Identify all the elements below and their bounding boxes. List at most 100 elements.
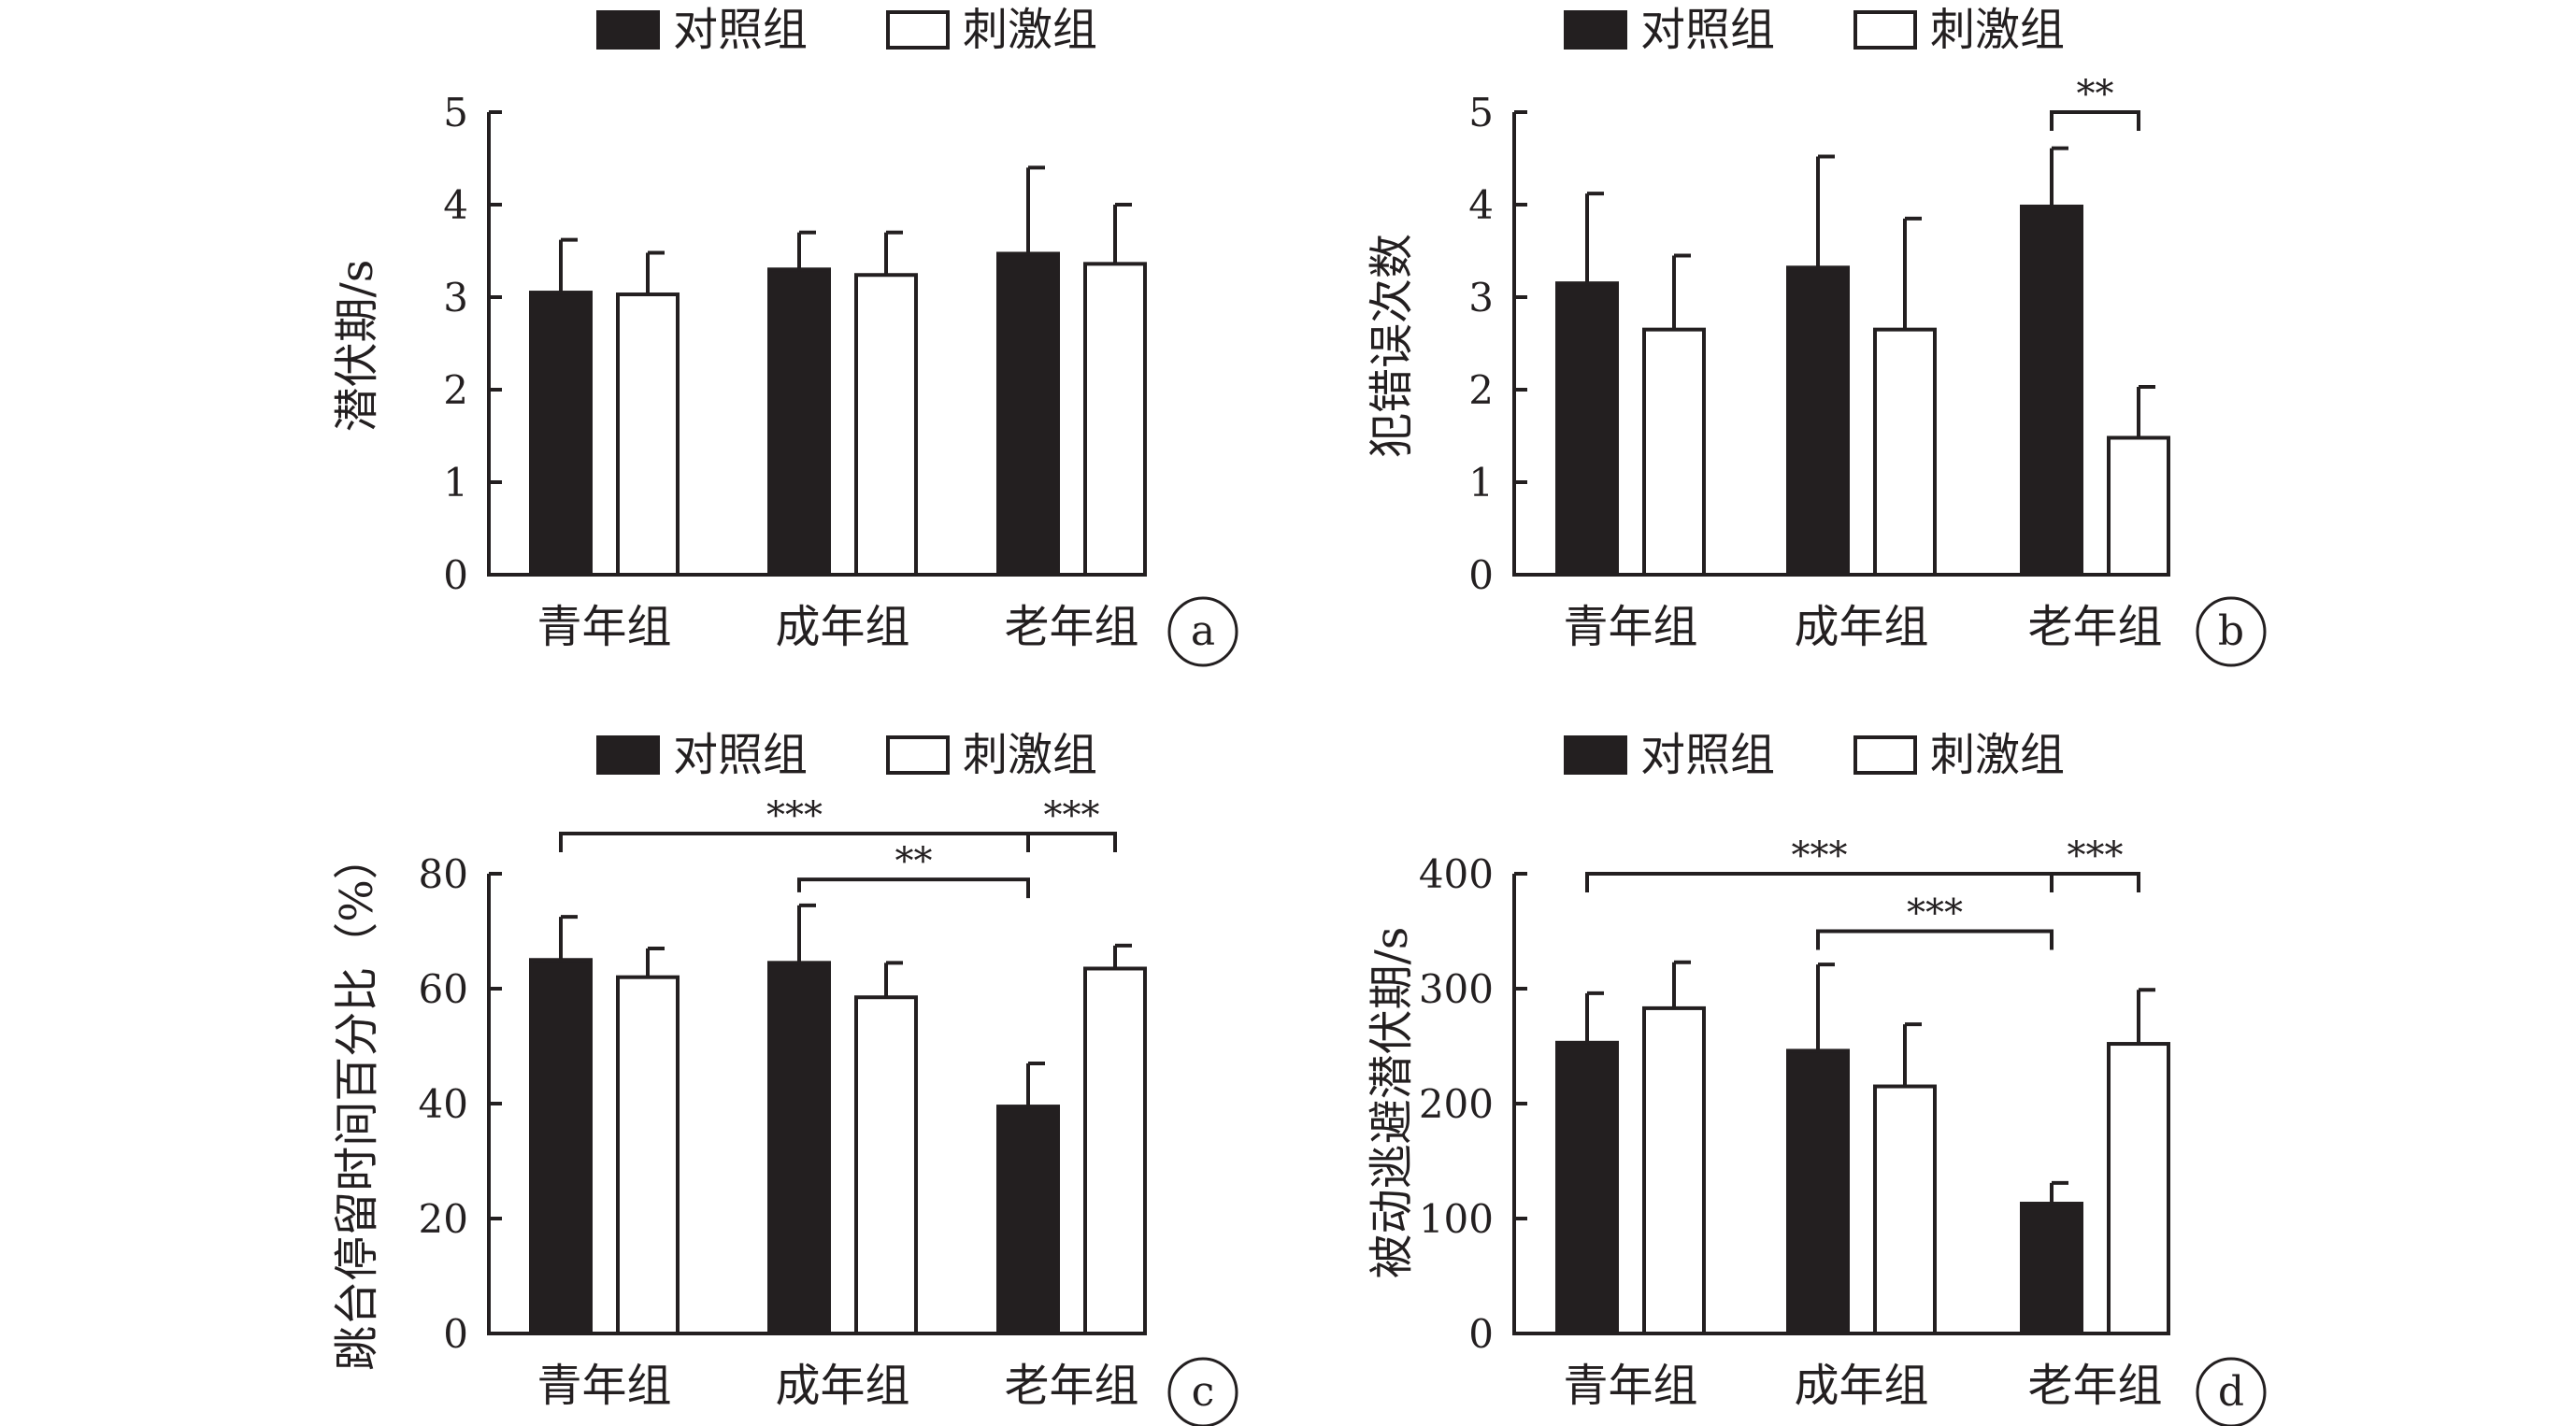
bar-stimulus: [1873, 327, 1937, 577]
bar-stimulus: [1642, 1005, 1706, 1336]
x-category-label: 老年组: [1004, 601, 1138, 653]
legend-label-control: 对照组: [673, 729, 808, 781]
legend-swatch-control: [596, 10, 660, 50]
legend: 对照组 刺激组: [596, 4, 1097, 56]
y-tick-label: 0: [1468, 1311, 1494, 1357]
y-tick-label: 400: [1419, 851, 1494, 897]
y-tick-label: 3: [443, 275, 468, 321]
x-category-label: 青年组: [1563, 1360, 1697, 1412]
significance-label: ***: [766, 794, 823, 837]
legend: 对照组 刺激组: [596, 729, 1097, 781]
bar-stimulus: [1083, 966, 1147, 1335]
y-tick-label: 2: [1468, 367, 1494, 413]
bar-stimulus: [854, 273, 918, 577]
y-tick-label: 40: [419, 1081, 468, 1127]
panel-letter: d: [2218, 1368, 2244, 1416]
legend-label-control: 对照组: [1640, 4, 1775, 56]
legend-swatch-stimulus: [886, 10, 950, 50]
bar-control: [996, 1105, 1060, 1335]
bar-stimulus: [1873, 1084, 1937, 1336]
bar-control: [2020, 1202, 2083, 1336]
bar-control: [996, 251, 1060, 577]
y-tick-label: 1: [443, 460, 468, 506]
y-tick-label: 5: [1468, 90, 1494, 135]
legend-swatch-control: [596, 735, 660, 775]
legend: 对照组 刺激组: [1564, 4, 2065, 56]
x-category-label: 成年组: [775, 1360, 909, 1412]
significance-bracket: [2050, 872, 2140, 892]
bar-control: [529, 958, 593, 1335]
significance-bracket: [1026, 831, 1117, 852]
y-tick-label: 300: [1419, 966, 1494, 1012]
legend: 对照组 刺激组: [1564, 729, 2065, 781]
x-category-label: 青年组: [537, 1360, 671, 1412]
panel-letter-circle: [2196, 1357, 2267, 1426]
x-category-label: 青年组: [1563, 601, 1697, 653]
legend-swatch-stimulus: [886, 735, 950, 775]
bar-control: [2020, 204, 2083, 577]
significance-bracket: [2050, 110, 2140, 131]
panel-letter: c: [1192, 1368, 1215, 1416]
legend-swatch-control: [1564, 735, 1627, 775]
bar-stimulus: [854, 995, 918, 1335]
legend-label-stimulus: 刺激组: [1930, 729, 2065, 781]
x-category-label: 老年组: [2027, 601, 2162, 653]
y-tick-label: 0: [443, 1311, 468, 1357]
bar-control: [529, 291, 593, 577]
y-tick-label: 80: [419, 851, 468, 897]
x-category-label: 老年组: [1004, 1360, 1138, 1412]
y-axis-title: 被动逃避潜伏期/s: [1366, 927, 1418, 1279]
y-tick-label: 5: [443, 90, 468, 135]
significance-label: ***: [1907, 892, 1963, 935]
y-axis-title: 跳台停留时间百分比（%）: [331, 834, 383, 1371]
significance-bracket: [1816, 929, 2054, 950]
y-tick-label: 100: [1419, 1196, 1494, 1242]
legend-label-control: 对照组: [1640, 729, 1775, 781]
panel-letter: a: [1191, 607, 1215, 655]
bar-stimulus: [2107, 435, 2170, 578]
legend-swatch-stimulus: [1853, 735, 1917, 775]
legend-label-control: 对照组: [673, 4, 808, 56]
y-tick-label: 60: [419, 966, 468, 1012]
y-tick-label: 4: [1468, 182, 1494, 228]
significance-label: ***: [1044, 794, 1100, 837]
y-tick-label: 1: [1468, 460, 1494, 506]
legend-label-stimulus: 刺激组: [963, 4, 1097, 56]
bar-control: [1555, 1040, 1619, 1336]
bar-stimulus: [1083, 262, 1147, 577]
bar-stimulus: [616, 292, 680, 577]
bar-control: [767, 961, 831, 1335]
bar-stimulus: [1642, 327, 1706, 577]
y-tick-label: 200: [1419, 1081, 1494, 1127]
chart-panel-a: 对照组 刺激组 0 1 2 3 4 5 潜伏期/s 青年组 成年组 老年组 a: [331, 4, 1238, 667]
legend-swatch-stimulus: [1853, 10, 1917, 50]
bar-control: [1555, 281, 1619, 577]
bar-stimulus: [616, 975, 680, 1335]
significance-label: ***: [1792, 834, 1848, 877]
significance-bracket: [797, 877, 1030, 899]
panel-letter-circle: [1167, 596, 1238, 667]
x-category-label: 成年组: [1794, 601, 1928, 653]
panel-letter-circle: [2196, 596, 2267, 667]
panel-letter: b: [2218, 607, 2244, 655]
bar-stimulus: [2107, 1042, 2170, 1336]
y-tick-label: 20: [419, 1196, 468, 1242]
bar-control: [1786, 265, 1850, 577]
x-category-label: 成年组: [775, 601, 909, 653]
x-category-label: 青年组: [537, 601, 671, 653]
y-tick-label: 0: [1468, 552, 1494, 598]
x-category-label: 成年组: [1794, 1360, 1928, 1412]
y-tick-label: 0: [443, 552, 468, 598]
legend-label-stimulus: 刺激组: [963, 729, 1097, 781]
y-tick-label: 4: [443, 182, 468, 228]
significance-label: ***: [2068, 834, 2124, 877]
significance-label: **: [895, 840, 933, 883]
significance-label: **: [2077, 73, 2114, 116]
x-category-label: 老年组: [2027, 1360, 2162, 1412]
legend-label-stimulus: 刺激组: [1930, 4, 2065, 56]
legend-swatch-control: [1564, 10, 1627, 50]
y-axis-title: 潜伏期/s: [331, 260, 383, 433]
